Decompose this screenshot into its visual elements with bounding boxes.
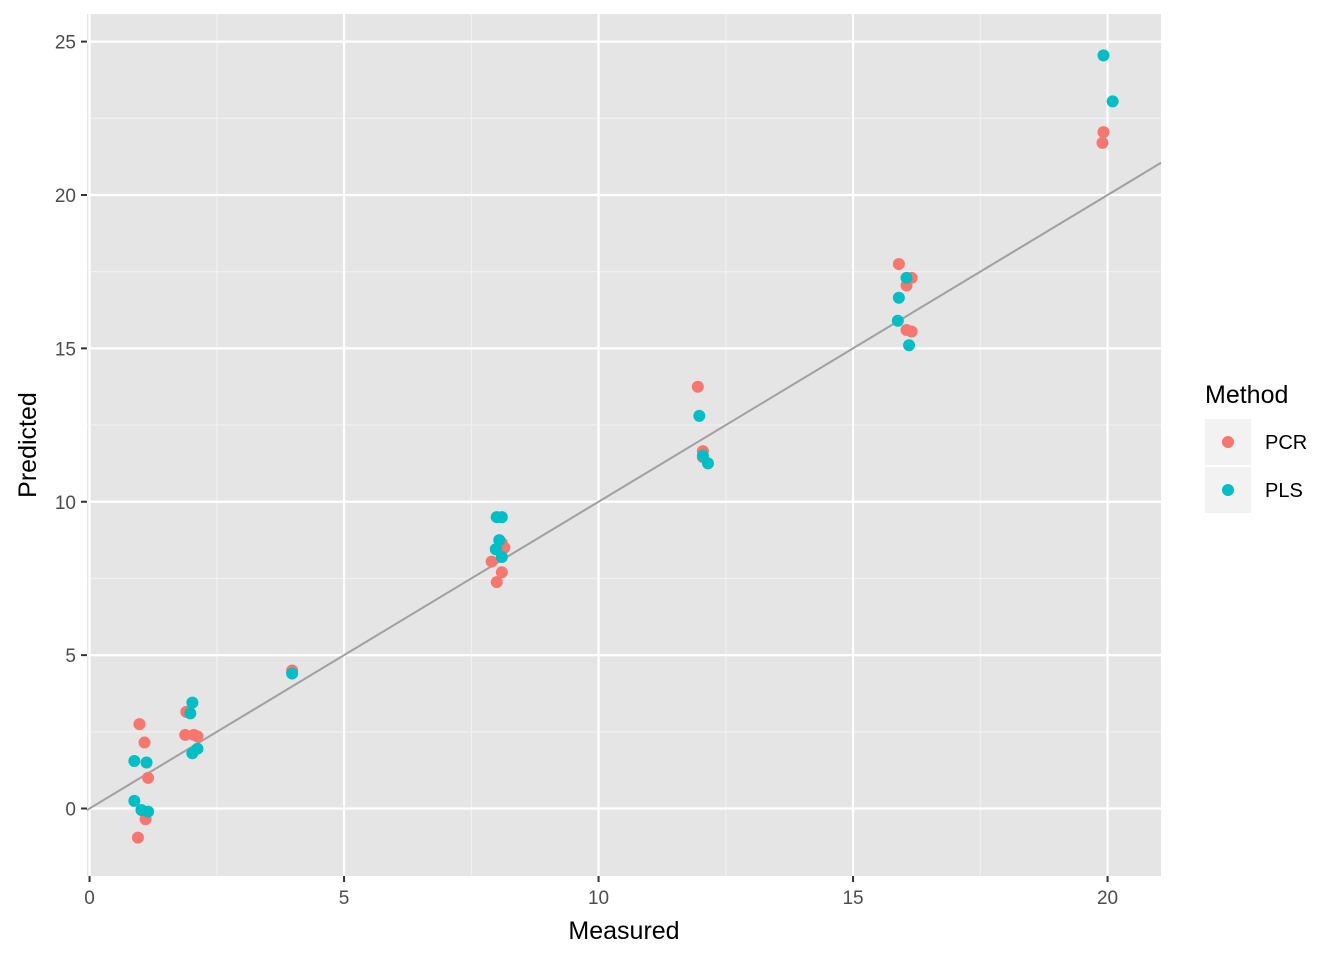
- data-point-pls: [903, 339, 916, 352]
- data-point-pls: [701, 457, 714, 470]
- identity-reference-line: [86, 161, 1162, 811]
- data-point-pls: [493, 534, 506, 547]
- x-tick-label: 10: [588, 888, 609, 909]
- x-tick-label: 5: [339, 888, 350, 909]
- data-point-pls: [191, 742, 204, 755]
- y-tick-label: 0: [65, 800, 76, 821]
- data-point-pcr: [142, 771, 155, 784]
- data-point-pcr: [905, 325, 918, 338]
- data-point-pls: [900, 271, 913, 284]
- data-point-pcr: [133, 718, 146, 731]
- minor-grid: [87, 14, 1161, 876]
- legend-label-pls: PLS: [1265, 480, 1303, 502]
- data-point-pcr: [495, 566, 508, 579]
- data-point-pcr: [892, 258, 905, 271]
- data-point-pls: [892, 291, 905, 304]
- data-point-pls: [693, 409, 706, 422]
- x-tick-label: 0: [84, 888, 95, 909]
- data-point-pcr: [1097, 126, 1110, 139]
- data-point-pls: [495, 550, 508, 563]
- x-tick-label: 20: [1097, 888, 1118, 909]
- data-point-pcr: [485, 555, 498, 568]
- data-point-pls: [1097, 49, 1110, 62]
- data-points: [128, 49, 1119, 844]
- data-point-pcr: [691, 380, 704, 393]
- x-axis-title: Measured: [568, 917, 679, 945]
- legend-key-pls: [1222, 484, 1234, 496]
- data-point-pls: [140, 756, 153, 769]
- legend-title: Method: [1205, 381, 1288, 409]
- data-point-pls: [891, 314, 904, 327]
- data-point-pcr: [191, 730, 204, 743]
- data-point-pls: [184, 707, 197, 720]
- data-point-pcr: [1096, 136, 1109, 149]
- major-grid: [87, 14, 1161, 876]
- data-point-pls: [128, 754, 141, 767]
- data-point-pcr: [490, 576, 503, 589]
- y-tick-label: 20: [55, 186, 76, 207]
- data-point-pcr: [131, 831, 144, 844]
- legend: Method PCR PLS: [1205, 381, 1307, 513]
- y-tick-label: 10: [55, 493, 76, 514]
- legend-label-pcr: PCR: [1265, 432, 1307, 454]
- data-point-pls: [186, 696, 199, 709]
- data-point-pls: [495, 511, 508, 524]
- plot-panel: [87, 14, 1161, 876]
- data-point-pcr: [179, 728, 192, 741]
- data-point-pls: [286, 667, 299, 680]
- data-point-pls: [128, 794, 141, 807]
- y-axis-title: Predicted: [14, 392, 42, 498]
- y-tick-label: 15: [55, 339, 76, 360]
- data-point-pcr: [138, 736, 151, 749]
- y-axis-ticks: 0 5 10 15 20 25: [55, 33, 87, 821]
- data-point-pls: [142, 805, 155, 818]
- x-tick-label: 15: [842, 888, 863, 909]
- legend-key-pcr: [1222, 436, 1234, 448]
- y-tick-label: 5: [65, 646, 76, 667]
- x-axis-ticks: 0 5 10 15 20: [84, 876, 1118, 909]
- legend-keys: PCR PLS: [1205, 419, 1307, 513]
- data-point-pls: [1106, 95, 1119, 108]
- y-tick-label: 25: [55, 33, 76, 54]
